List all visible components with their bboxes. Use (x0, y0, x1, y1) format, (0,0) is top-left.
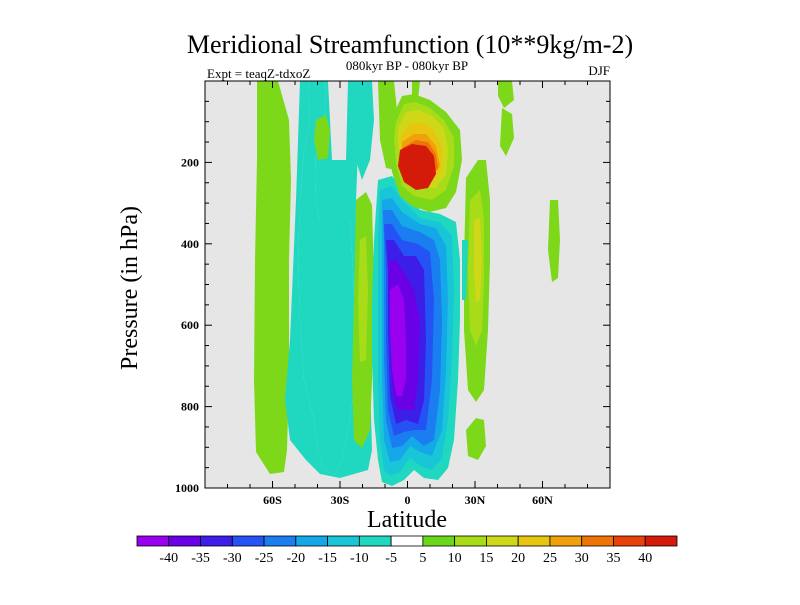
colorbar-box (263, 535, 297, 547)
contour-fill (390, 284, 406, 396)
colorbar-box (358, 535, 392, 547)
colorbar-box (422, 535, 456, 547)
colorbar-box (613, 535, 646, 547)
colorbar-box (231, 535, 265, 547)
contour-fill (358, 236, 368, 362)
contour-fill (398, 144, 436, 190)
y-tick-label: 1000 (175, 481, 199, 495)
colorbar-label: 15 (479, 551, 493, 566)
colorbar-box (200, 535, 233, 547)
colorbar-box (644, 535, 678, 547)
colorbar-box (168, 535, 201, 547)
y-tick-label: 200 (181, 155, 199, 169)
colorbar-label: -40 (159, 551, 178, 566)
colorbar-label: 5 (419, 551, 426, 566)
season-label: DJF (588, 63, 610, 78)
colorbar-box (486, 535, 519, 547)
contour-field (254, 81, 560, 486)
colorbar-box (454, 535, 487, 547)
axis-ticks (204, 80, 611, 489)
contour-fill (474, 218, 482, 302)
colorbar-label: 30 (575, 551, 589, 566)
colorbar-box (549, 535, 583, 547)
x-tick-label: 30N (465, 493, 486, 507)
x-tick-label: 60N (532, 493, 553, 507)
y-tick-label: 400 (181, 237, 199, 251)
colorbar-labels: -40 -35 -30 -25 -20 -15 -10 -5 5 10 15 20 25 30 35 40 (159, 551, 652, 566)
chart-title: Meridional Streamfunction (10**9kg/m-2) (187, 30, 633, 59)
y-tick-label: 800 (181, 400, 199, 414)
colorbar-box (390, 535, 424, 547)
contour-fill (548, 200, 560, 282)
colorbar-label: -35 (191, 551, 210, 566)
chart-subtitle: 080kyr BP - 080kyr BP (346, 58, 468, 73)
colorbar-label: 25 (543, 551, 557, 566)
y-tick-labels: 200 400 600 800 1000 (175, 155, 199, 495)
colorbar-label: 20 (511, 551, 525, 566)
colorbar-label: -20 (286, 551, 305, 566)
contour-fill (462, 240, 468, 300)
contour-fill (314, 115, 330, 160)
colorbar-label: 35 (606, 551, 620, 566)
y-axis-label: Pressure (in hPa) (117, 206, 143, 370)
contour-fill (254, 81, 291, 474)
colorbar-label: -30 (223, 551, 242, 566)
x-tick-label: 0 (405, 493, 411, 507)
colorbar-label: -25 (255, 551, 274, 566)
contour-fill (285, 81, 372, 478)
contour-fill (412, 81, 420, 100)
x-tick-labels: 60S 30S 0 30N 60N (263, 493, 553, 507)
colorbar-label: -5 (385, 551, 397, 566)
colorbar-box (517, 535, 551, 547)
colorbar-box (136, 535, 170, 547)
colorbar-box (295, 535, 328, 547)
experiment-label: Expt = teaqZ-tdxoZ (207, 66, 310, 81)
y-tick-label: 600 (181, 318, 199, 332)
colorbar-label: 10 (448, 551, 462, 566)
contour-fill (356, 81, 374, 180)
contour-fill (298, 81, 354, 475)
colorbar-label: 40 (638, 551, 652, 566)
contour-fill (466, 418, 486, 460)
colorbar-label: -15 (318, 551, 337, 566)
x-tick-label: 30S (331, 493, 350, 507)
x-tick-label: 60S (263, 493, 282, 507)
colorbar (136, 535, 678, 547)
contour-fill (498, 81, 514, 108)
x-axis-label: Latitude (367, 507, 447, 533)
colorbar-label: -10 (350, 551, 369, 566)
colorbar-box (327, 535, 360, 547)
colorbar-box (581, 535, 614, 547)
contour-fill (500, 108, 514, 156)
